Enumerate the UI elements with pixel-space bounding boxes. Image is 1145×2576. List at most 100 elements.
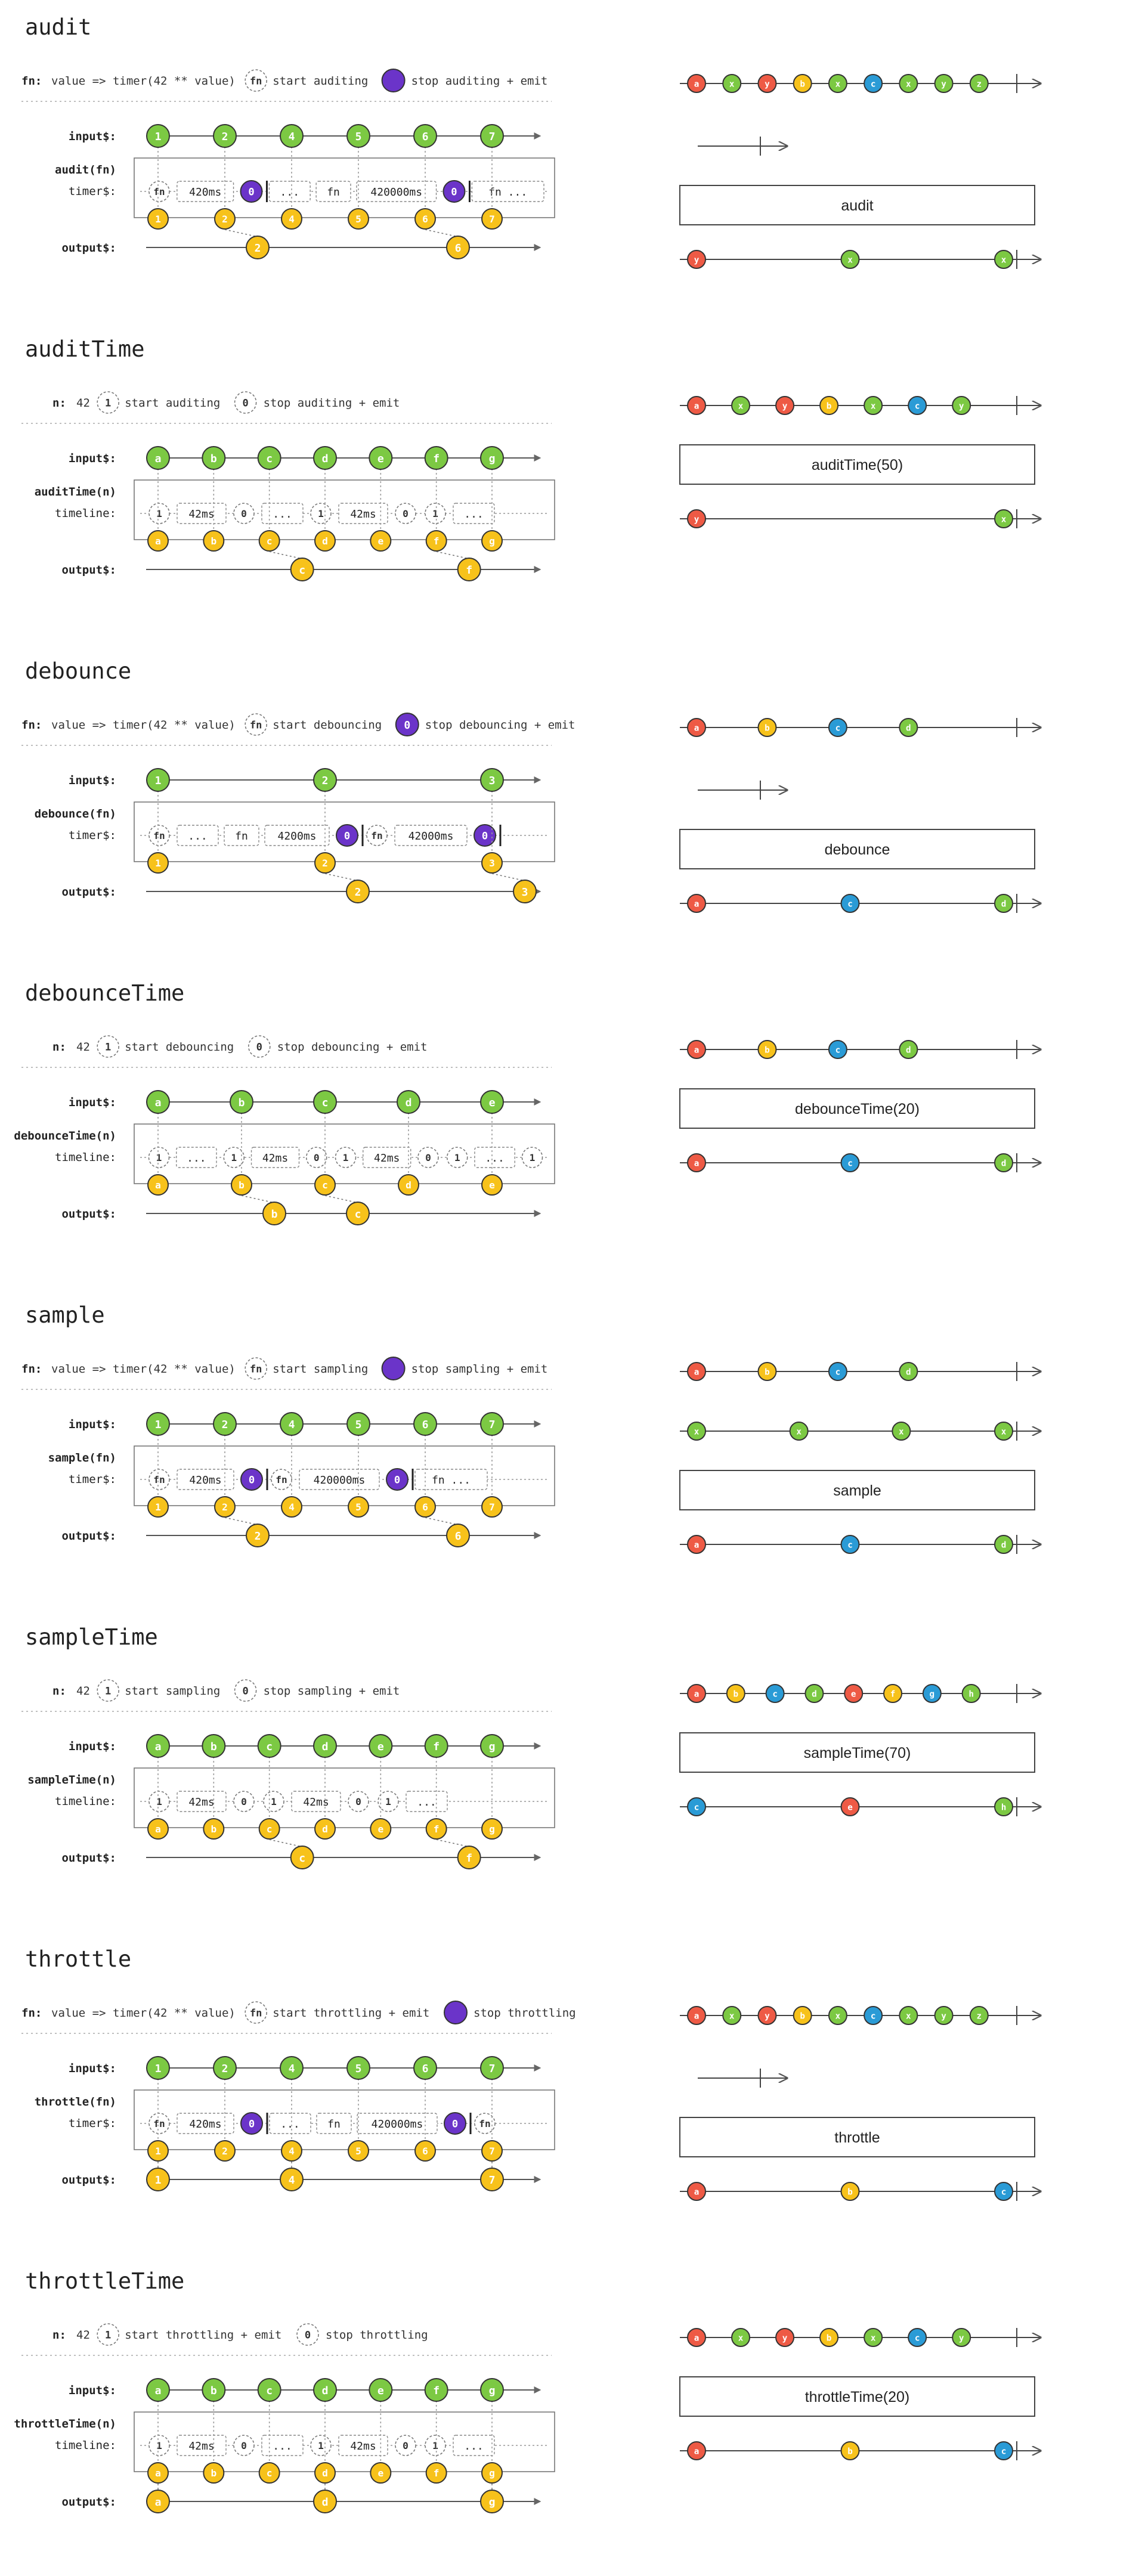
input-marble	[146, 1734, 170, 1758]
input-marble	[346, 124, 370, 148]
inner-marble	[370, 530, 392, 552]
timer-start-marker	[335, 1147, 357, 1168]
timer-segment-label: 42000ms	[409, 830, 454, 843]
inner-marble-label: b	[211, 535, 216, 547]
output-marble	[313, 2490, 337, 2513]
timer-segment	[394, 825, 468, 846]
input-marble	[280, 124, 304, 148]
input-marble	[413, 124, 437, 148]
inner-marble-label: d	[322, 1823, 328, 1835]
input-marble	[146, 2378, 170, 2402]
operator-box	[134, 1767, 555, 1828]
timer-segment	[453, 503, 495, 524]
legend-param-label: fn:	[21, 1363, 42, 1376]
marble-diagram: a b c d e f g h sampleTime(70) c e h	[679, 1684, 1041, 1816]
inner-marble-label: 6	[422, 2145, 428, 2157]
inner-marble	[481, 2462, 503, 2484]
output-marble-label: 6	[455, 242, 462, 255]
timer-start-marker	[348, 1791, 369, 1812]
source-marble-label: d	[906, 1367, 911, 1377]
input-marble	[397, 1090, 420, 1114]
input-marble-label: f	[433, 2385, 440, 2397]
result-marble	[687, 2441, 706, 2460]
result-marble	[840, 2182, 860, 2201]
inner-marble-label: 1	[155, 2145, 161, 2157]
source-marble-label: e	[851, 1689, 856, 1699]
source-marble-label: x	[835, 2011, 841, 2021]
timer-segment-label: 420ms	[189, 186, 221, 199]
input-marble	[346, 1412, 370, 1436]
timer-start-marker-label: fn	[371, 830, 382, 841]
result-marble	[687, 894, 706, 913]
operator-box-label: sample(fn)	[48, 1451, 116, 1465]
legend-param-label: fn:	[21, 75, 42, 88]
result-marble-label: d	[1001, 1159, 1007, 1168]
inner-marble-label: e	[377, 1823, 383, 1835]
output-label: output$:	[61, 1852, 116, 1865]
operator-label: audit	[841, 197, 873, 214]
notifier-marble-label: x	[694, 1427, 700, 1436]
timer-segment-label: 42ms	[350, 2440, 376, 2453]
output-marble	[346, 880, 370, 903]
legend-expr: value => timer(42 ** value)	[51, 719, 236, 732]
input-marble	[424, 2378, 448, 2402]
input-marble-label: b	[211, 1741, 217, 1753]
source-marble-label: z	[977, 79, 982, 89]
result-marble	[994, 2441, 1013, 2460]
timer-stop-marker	[240, 180, 263, 203]
operator-label-box	[679, 1470, 1035, 1510]
source-marble	[961, 1684, 981, 1703]
operator-box	[134, 1445, 555, 1506]
legend-stop-text: stop auditing + emit	[264, 397, 400, 410]
timer-segment	[338, 503, 388, 524]
timer-start-marker-label: fn	[153, 830, 165, 841]
output-label: output$:	[61, 564, 116, 577]
timer-start-marker	[148, 1147, 170, 1168]
legend-param-label: n:	[52, 1041, 66, 1054]
inner-marble	[214, 1496, 236, 1518]
emit-connector	[436, 551, 469, 559]
source-marble-label: b	[827, 401, 832, 411]
output-marble	[146, 2490, 170, 2513]
input-label: input$:	[69, 452, 116, 465]
timer-segment	[177, 503, 227, 524]
timer-start-marker-label: fn	[479, 2118, 490, 2129]
input-marble-label: 5	[355, 131, 362, 143]
timer-start-marker-label: 0	[241, 1796, 247, 1807]
input-marble-label: 6	[422, 2063, 429, 2075]
input-marble	[480, 2056, 504, 2080]
source-marble	[934, 74, 954, 93]
output-marble	[480, 2168, 504, 2191]
input-marble-label: f	[433, 453, 440, 465]
timer-start-marker-label: 0	[355, 1796, 361, 1807]
source-marble	[899, 74, 918, 93]
output-marble-label: d	[322, 2496, 329, 2509]
marble-diagram: a x y b x c x y z audit y x x	[679, 74, 1041, 269]
inner-marble	[314, 530, 336, 552]
input-marble-label: d	[322, 453, 329, 465]
input-marble-label: 7	[489, 131, 496, 143]
result-marble-label: d	[1001, 1540, 1007, 1550]
timer-segment	[177, 181, 234, 202]
input-marble	[280, 1412, 304, 1436]
result-marble-label: c	[694, 1803, 700, 1812]
inner-marble	[481, 530, 503, 552]
source-marble	[864, 2006, 883, 2025]
source-marble	[828, 718, 847, 737]
timer-segment	[177, 1791, 227, 1812]
source-marble	[864, 74, 883, 93]
source-marble-label: a	[694, 723, 700, 733]
section-title: sampleTime	[25, 1624, 158, 1650]
timer-segment	[315, 181, 351, 202]
inner-marble-label: 5	[355, 213, 361, 225]
source-marble-label: c	[835, 1367, 841, 1377]
input-marble	[257, 1734, 281, 1758]
source-marble-label: c	[915, 401, 920, 411]
legend-row: n: 42 1 start throttling + emit 0 stop thrott…	[52, 2323, 428, 2346]
source-marble	[775, 2328, 795, 2347]
input-marble-label: d	[322, 1741, 329, 1753]
legend-stop-glyph-label: 0	[305, 2329, 311, 2341]
timer-segment-label: ...	[464, 2440, 484, 2453]
timer-segment	[269, 2113, 311, 2134]
result-marble	[840, 250, 860, 269]
